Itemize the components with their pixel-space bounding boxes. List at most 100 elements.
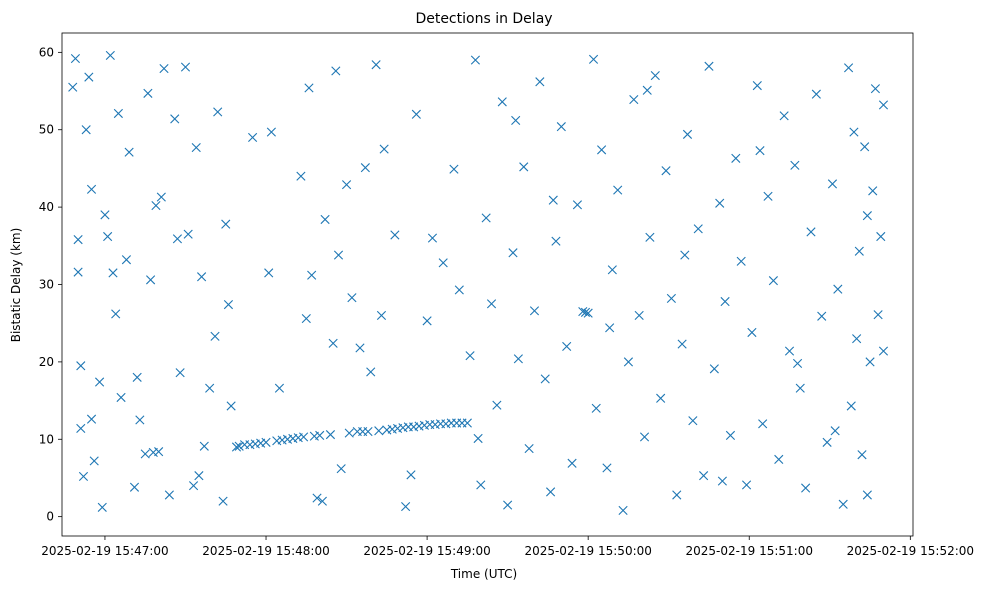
data-point — [121, 255, 132, 265]
data-point — [191, 142, 201, 153]
data-point — [870, 84, 881, 94]
data-point — [833, 284, 843, 294]
data-point — [822, 437, 832, 447]
data-point — [731, 153, 741, 163]
data-point — [124, 147, 134, 157]
data-point — [248, 132, 258, 143]
data-point — [438, 258, 448, 268]
data-point — [857, 450, 867, 460]
data-point — [677, 339, 687, 349]
data-point — [223, 300, 234, 310]
data-point — [790, 160, 800, 170]
data-point — [97, 502, 107, 512]
data-point — [312, 493, 322, 503]
data-point — [325, 430, 336, 440]
data-point — [175, 368, 185, 378]
data-point — [548, 195, 558, 205]
data-point — [336, 464, 346, 474]
data-point — [376, 310, 387, 321]
data-point — [231, 442, 242, 452]
data-point — [264, 268, 274, 278]
data-point — [406, 470, 416, 480]
data-point — [752, 81, 762, 91]
x-tick-label: 2025-02-19 15:47:00 — [41, 544, 168, 558]
data-point — [524, 443, 534, 454]
data-point — [591, 403, 601, 413]
data-point — [709, 364, 719, 374]
data-point — [159, 64, 169, 74]
data-point — [843, 63, 854, 73]
data-point — [218, 496, 228, 506]
data-point — [634, 310, 644, 321]
y-tick-label: 20 — [39, 355, 54, 369]
data-point — [331, 66, 341, 76]
data-point — [629, 94, 639, 105]
data-point — [486, 299, 497, 309]
y-tick-label: 60 — [39, 45, 54, 59]
data-point — [656, 393, 666, 403]
data-point — [682, 129, 693, 139]
y-axis-ticks: 0 10 20 30 40 50 60 — [39, 45, 62, 524]
data-point — [784, 346, 795, 356]
data-point — [320, 214, 330, 225]
data-point — [511, 115, 521, 126]
data-point — [827, 179, 838, 189]
data-point — [172, 234, 183, 244]
data-point — [838, 499, 848, 509]
data-point — [68, 82, 78, 92]
data-point — [180, 62, 191, 72]
data-point — [693, 224, 703, 234]
data-point — [688, 416, 698, 426]
data-point — [151, 200, 161, 211]
data-point — [194, 471, 204, 481]
data-point — [473, 433, 483, 444]
data-point — [613, 185, 623, 195]
data-point — [427, 233, 438, 243]
data-point — [741, 480, 752, 490]
data-point — [226, 401, 236, 411]
data-point — [299, 432, 309, 442]
chart-title: Detections in Delay — [415, 11, 552, 27]
data-point — [602, 463, 612, 473]
data-point — [454, 285, 464, 295]
data-point — [470, 55, 481, 65]
x-tick-label: 2025-02-19 15:51:00 — [686, 544, 813, 558]
data-point — [779, 111, 789, 121]
data-point — [73, 235, 83, 245]
data-point — [140, 449, 150, 459]
data-point — [768, 276, 778, 286]
data-point — [89, 456, 99, 466]
x-axis-label: Time (UTC) — [450, 567, 517, 581]
data-point — [811, 89, 821, 99]
data-point — [873, 310, 883, 320]
data-point — [868, 186, 878, 196]
data-point — [545, 487, 556, 497]
data-point — [513, 354, 523, 364]
data-point — [170, 114, 180, 124]
data-point — [720, 296, 730, 307]
data-point — [572, 200, 583, 210]
data-point — [261, 437, 271, 447]
data-point — [607, 265, 617, 275]
x-tick-label: 2025-02-19 15:50:00 — [524, 544, 651, 558]
data-point — [508, 248, 518, 258]
data-point — [878, 346, 889, 356]
data-point — [379, 144, 389, 154]
data-point — [234, 441, 244, 451]
data-point — [156, 192, 166, 202]
data-point — [111, 309, 121, 319]
data-point — [108, 268, 118, 278]
data-point — [317, 496, 327, 506]
data-point — [465, 351, 475, 361]
x-axis-ticks: 2025-02-19 15:47:00 2025-02-19 15:48:00 20… — [41, 536, 974, 558]
data-point — [666, 293, 676, 304]
data-point — [100, 210, 110, 220]
data-point — [817, 311, 827, 321]
data-point — [846, 401, 856, 411]
data-point — [529, 306, 540, 316]
data-point — [672, 490, 682, 500]
data-point — [578, 306, 588, 317]
data-point — [519, 162, 529, 172]
data-point — [763, 191, 773, 201]
